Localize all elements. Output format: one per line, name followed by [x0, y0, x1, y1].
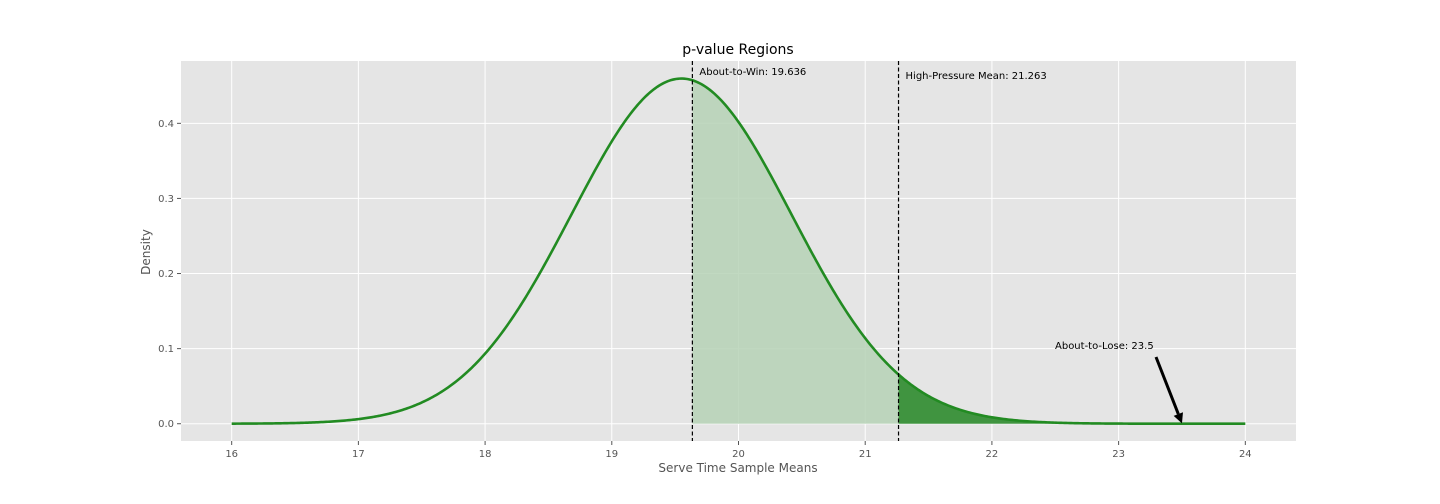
x-tick-label: 22: [986, 449, 999, 460]
threshold-label: About-to-Win: 19.636: [699, 67, 806, 78]
y-tick-label: 0.2: [158, 269, 174, 280]
about-to-lose-label: About-to-Lose: 23.5: [1055, 341, 1154, 352]
density-curve: [231, 77, 1246, 426]
chart-title: p-value Regions: [682, 42, 793, 58]
y-tick-label: 0.3: [158, 194, 174, 205]
y-tick-label: 0.1: [158, 344, 174, 355]
x-tick-label: 19: [605, 449, 618, 460]
y-tick-label: 0.0: [158, 419, 174, 430]
x-tick-label: 21: [859, 449, 872, 460]
arrow-shaft: [1154, 356, 1180, 415]
annotations: About-to-Win: 19.636 High-Pressure Mean: …: [699, 67, 1183, 424]
x-axis-label: Serve Time Sample Means: [658, 461, 817, 475]
y-axis-ticks: 0.0 0.1 0.2 0.3 0.4: [158, 119, 181, 430]
shaded-regions: [692, 80, 1246, 424]
x-tick-label: 23: [1112, 449, 1125, 460]
x-tick-label: 18: [479, 449, 492, 460]
x-tick-label: 17: [352, 449, 365, 460]
x-tick-label: 24: [1239, 449, 1252, 460]
dark-shaded-region: [898, 374, 1246, 424]
curve-layer: [231, 77, 1246, 426]
threshold-lines: [691, 61, 900, 441]
x-axis-ticks: 16 17 18 19 20 21 22 23 24: [225, 441, 1252, 460]
y-axis-label: Density: [139, 229, 153, 275]
light-shaded-region: [692, 80, 899, 424]
x-tick-label: 16: [225, 449, 238, 460]
x-tick-label: 20: [732, 449, 745, 460]
arrow-head: [1173, 412, 1183, 424]
threshold-label: High-Pressure Mean: 21.263: [906, 71, 1047, 82]
y-tick-label: 0.4: [158, 119, 174, 130]
